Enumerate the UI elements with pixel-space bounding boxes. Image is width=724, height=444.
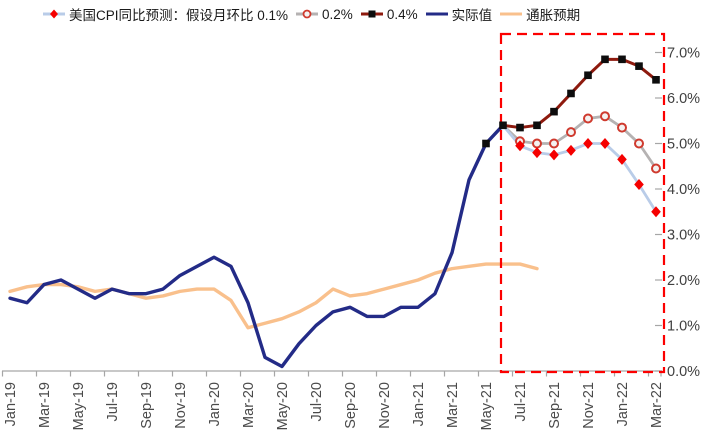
legend-item-cpi-02: 0.2% [295, 7, 353, 22]
svg-text:Jan-20: Jan-20 [207, 382, 223, 426]
svg-text:Sep-20: Sep-20 [343, 382, 359, 429]
svg-text:5.0%: 5.0% [667, 137, 700, 153]
svg-text:1.0%: 1.0% [667, 319, 700, 335]
svg-text:Mar-19: Mar-19 [37, 382, 53, 428]
svg-text:Jul-19: Jul-19 [105, 382, 121, 422]
svg-text:Mar-22: Mar-22 [649, 382, 665, 428]
svg-text:7.0%: 7.0% [667, 46, 700, 62]
legend-item-expectation: 通胀预期 [499, 4, 580, 24]
chart-legend: 美国CPI同比预测：假设月环比 0.1% 0.2% 0.4% 实际值 通胀预期 [42, 4, 580, 24]
legend-label: 通胀预期 [526, 8, 581, 23]
svg-text:3.0%: 3.0% [667, 228, 700, 244]
svg-text:Mar-20: Mar-20 [241, 382, 257, 428]
svg-text:Jul-20: Jul-20 [309, 382, 325, 422]
expectation-line-icon [500, 12, 523, 16]
legend-item-cpi-04: 0.4% [360, 7, 418, 22]
svg-text:Mar-21: Mar-21 [445, 382, 461, 428]
svg-text:0.0%: 0.0% [667, 364, 700, 380]
diamond-marker-icon [43, 9, 65, 19]
svg-text:May-19: May-19 [71, 382, 87, 430]
svg-text:6.0%: 6.0% [667, 91, 700, 107]
svg-text:4.0%: 4.0% [667, 182, 700, 198]
svg-text:Sep-19: Sep-19 [139, 382, 155, 429]
legend-label: 0.4% [386, 6, 418, 22]
svg-text:Jan-21: Jan-21 [411, 382, 427, 426]
square-marker-icon [360, 10, 383, 18]
circle-marker-icon [296, 9, 319, 19]
svg-text:Jan-22: Jan-22 [615, 382, 631, 426]
svg-text:Nov-20: Nov-20 [377, 382, 393, 429]
svg-text:Jul-21: Jul-21 [513, 382, 529, 422]
actual-line-icon [425, 12, 448, 16]
svg-text:Sep-21: Sep-21 [547, 382, 563, 429]
svg-text:Nov-21: Nov-21 [581, 382, 597, 429]
legend-label: 实际值 [451, 8, 493, 23]
svg-text:2.0%: 2.0% [667, 273, 700, 289]
svg-text:May-21: May-21 [479, 382, 495, 430]
svg-text:May-20: May-20 [275, 382, 291, 430]
svg-text:Jan-19: Jan-19 [3, 382, 19, 426]
legend-item-cpi-01: 美国CPI同比预测：假设月环比 0.1% [42, 4, 288, 24]
legend-item-actual: 实际值 [425, 4, 493, 24]
svg-text:Nov-19: Nov-19 [173, 382, 189, 429]
legend-label: 美国CPI同比预测：假设月环比 0.1% [69, 8, 289, 23]
legend-label: 0.2% [322, 6, 353, 22]
